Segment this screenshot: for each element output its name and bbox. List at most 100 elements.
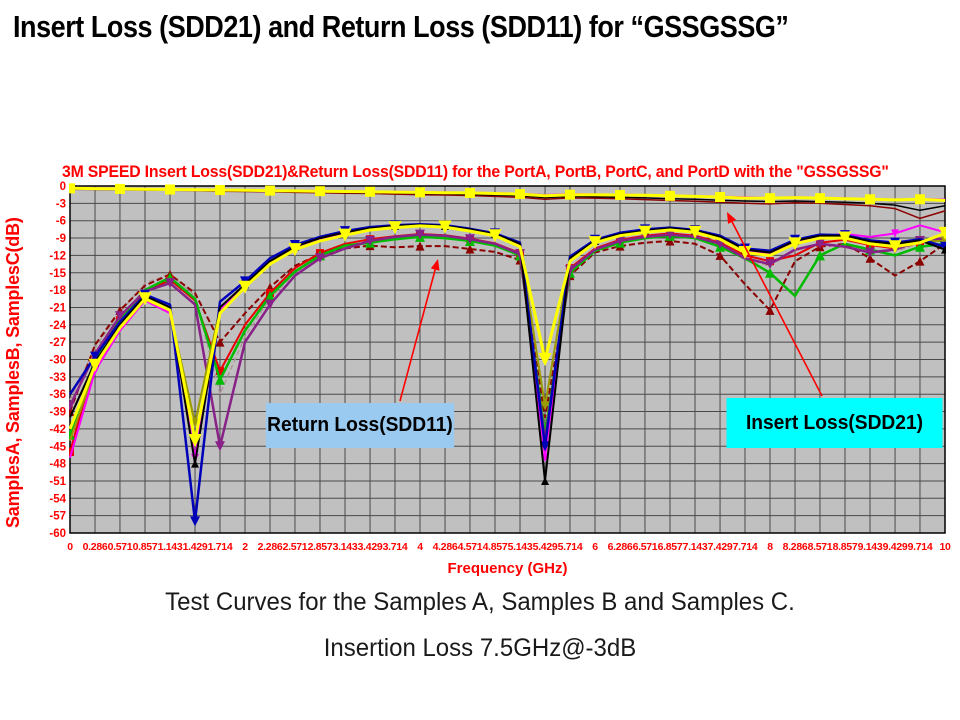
marker-SDD11-olive [540, 401, 550, 411]
marker-SDD11-green [914, 241, 925, 252]
x-tick-label: 6.857 [658, 541, 683, 553]
marker-SDD11-purple [314, 253, 325, 264]
chart-title: 3M SPEED Insert Loss(SDD21)&Return Loss(… [62, 162, 889, 181]
x-tick-label: 6 [592, 541, 598, 553]
y-tick-label: -39 [49, 407, 66, 419]
caption-test-curves: Test Curves for the Samples A, Samples B… [165, 588, 795, 616]
marker-SDD11-purple [114, 311, 125, 322]
marker-SDD11-purple [664, 229, 675, 240]
marker-SDD11-yellow [588, 236, 602, 250]
marker-SDD11-blue [190, 516, 201, 527]
x-tick-label: 3.714 [383, 541, 408, 553]
y-tick-label: -21 [49, 302, 66, 314]
marker-SDD11-darkred [665, 236, 675, 246]
y-tick-label: -27 [49, 337, 66, 349]
marker-SDD21-yellow [214, 185, 225, 196]
y-tick-label: -30 [49, 355, 66, 367]
y-tick-label: -48 [49, 459, 66, 471]
marker-SDD11-yellow [488, 229, 502, 243]
x-tick-label: 5.429 [533, 541, 558, 553]
x-tick-label: 1.429 [183, 541, 208, 553]
x-tick-label: 10 [939, 541, 951, 553]
marker-SDD21-yellow [415, 187, 425, 198]
marker-SDD11-yellow [688, 225, 702, 239]
y-tick-label: -33 [49, 372, 66, 384]
annotation-insert-loss: Insert Loss(SDD21) [726, 398, 943, 448]
marker-SDD11-yellow [138, 292, 152, 306]
x-tick-label: 2.857 [308, 541, 333, 553]
marker-SDD21-yellow [765, 193, 775, 204]
annotation-arrow [731, 221, 823, 397]
marker-SDD11-purple [615, 235, 626, 246]
marker-SDD21-yellow [365, 186, 376, 197]
annotation-arrowhead [727, 212, 737, 224]
marker-SDD21-yellow [914, 194, 925, 205]
x-tick-label: 3.429 [358, 541, 383, 553]
x-tick-label: 4 [417, 541, 423, 553]
x-tick-label: 4.571 [458, 541, 483, 553]
y-tick-label: -36 [49, 389, 66, 401]
y-tick-label: -3 [56, 198, 66, 210]
marker-SDD11-yellow [888, 240, 902, 254]
marker-SDD11-yellow [338, 228, 352, 242]
marker-SDD11-yellow [88, 358, 102, 372]
marker-SDD11-black [541, 476, 550, 485]
marker-SDD21-yellow [165, 184, 176, 195]
marker-SDD11-purple [214, 441, 225, 452]
y-tick-label: -60 [49, 528, 66, 540]
marker-SDD11-purple [464, 234, 475, 245]
y-tick-label: -6 [56, 216, 66, 228]
annotation-return-loss: Return Loss(SDD11) [265, 403, 455, 448]
marker-SDD11-blue [540, 441, 551, 452]
y-tick-label: -18 [49, 285, 66, 297]
x-tick-label: 4.857 [483, 541, 508, 553]
x-tick-label: 7.429 [708, 541, 733, 553]
marker-SDD21-yellow [615, 189, 626, 200]
x-tick-label: 0 [67, 541, 73, 553]
marker-SDD11-black [191, 459, 200, 468]
marker-SDD11-green [814, 250, 825, 261]
annotation-arrow [399, 269, 436, 402]
x-tick-label: 6.571 [633, 541, 658, 553]
marker-SDD11-yellow [438, 220, 452, 234]
plot-border [69, 185, 946, 534]
marker-SDD21-yellow [564, 189, 575, 200]
marker-SDD11-purple [865, 247, 876, 258]
marker-SDD11-darkred [215, 337, 225, 347]
y-tick-label: -9 [56, 233, 66, 245]
caption-insertion-loss: Insertion Loss 7.5GHz@-3dB [323, 634, 637, 662]
x-tick-label: 0.571 [108, 541, 133, 553]
plot-svg: 0 -3 -6 -9 -12 -15 -18 -21 -24 -27 -30 -33 -36 -39 -42… [49, 181, 951, 553]
x-tick-label: 8.286 [783, 541, 808, 553]
y-tick-label: -15 [49, 268, 66, 280]
marker-SDD21-yellow [265, 185, 276, 196]
marker-SDD11-purple [265, 299, 276, 310]
marker-SDD21-yellow [69, 183, 75, 194]
x-tick-label: 2.571 [283, 541, 308, 553]
x-tick-label: 5.143 [508, 541, 533, 553]
y-tick-label: -57 [49, 511, 66, 523]
marker-SDD21-yellow [865, 194, 876, 205]
marker-SDD11-green [265, 290, 276, 301]
marker-SDD11-green [765, 267, 775, 278]
x-tick-label: 8 [767, 541, 773, 553]
marker-SDD11-purple [415, 229, 425, 240]
marker-SDD11-purple [814, 238, 825, 249]
series-SDD11-green [69, 234, 946, 436]
y-tick-label: -24 [49, 320, 66, 332]
marker-SDD11-yellow [288, 243, 302, 257]
marker-SDD11-yellow [538, 353, 552, 366]
y-tick-label: -12 [49, 250, 66, 262]
x-tick-label: 1.143 [158, 541, 183, 553]
marker-SDD11-darkred [415, 241, 425, 251]
x-tick-label: 4.286 [433, 541, 458, 553]
page-title: Insert Loss (SDD21) and Return Loss (SDD… [13, 9, 789, 44]
marker-SDD11-darkred [715, 250, 725, 260]
marker-SDD11-yellow [838, 231, 852, 245]
x-tick-label: 9.429 [883, 541, 908, 553]
marker-SDD11-darkred [865, 253, 875, 263]
marker-SDD11-red [215, 367, 224, 376]
x-tick-label: 7.714 [733, 541, 758, 553]
marker-SDD11-yellow [738, 246, 752, 260]
